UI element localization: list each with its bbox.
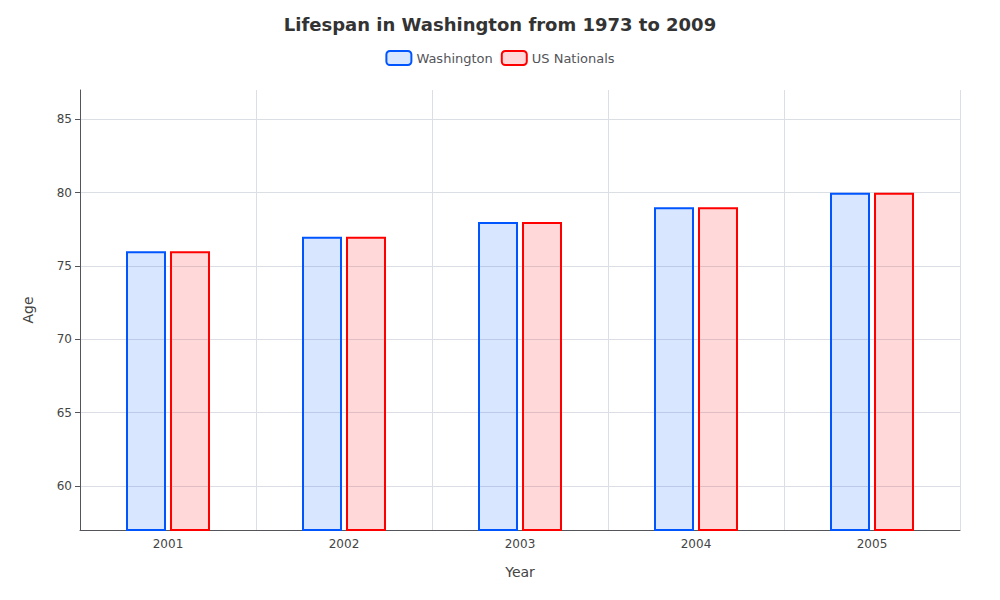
svg-text:75: 75 bbox=[57, 259, 72, 273]
svg-text:60: 60 bbox=[57, 479, 72, 493]
svg-text:Washington: Washington bbox=[416, 51, 492, 66]
svg-text:Lifespan in Washington from 19: Lifespan in Washington from 1973 to 2009 bbox=[284, 14, 716, 35]
svg-text:2004: 2004 bbox=[681, 537, 712, 551]
svg-text:2005: 2005 bbox=[857, 537, 888, 551]
svg-text:US Nationals: US Nationals bbox=[532, 51, 615, 66]
svg-text:2001: 2001 bbox=[153, 537, 184, 551]
svg-text:Age: Age bbox=[20, 296, 36, 323]
svg-text:70: 70 bbox=[57, 332, 72, 346]
svg-text:80: 80 bbox=[57, 186, 72, 200]
svg-text:Year: Year bbox=[504, 564, 535, 580]
svg-text:65: 65 bbox=[57, 406, 72, 420]
svg-text:2003: 2003 bbox=[505, 537, 536, 551]
svg-text:85: 85 bbox=[57, 112, 72, 126]
svg-text:2002: 2002 bbox=[329, 537, 360, 551]
